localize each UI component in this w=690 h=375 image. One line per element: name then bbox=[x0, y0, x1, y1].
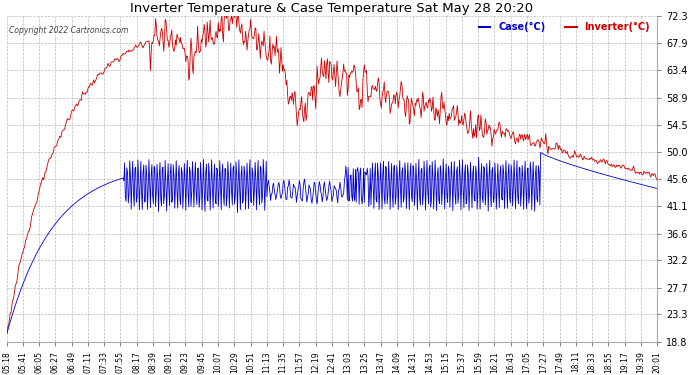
Text: Copyright 2022 Cartronics.com: Copyright 2022 Cartronics.com bbox=[8, 26, 128, 35]
Legend: Case(°C), Inverter(°C): Case(°C), Inverter(°C) bbox=[475, 18, 654, 36]
Title: Inverter Temperature & Case Temperature Sat May 28 20:20: Inverter Temperature & Case Temperature … bbox=[130, 2, 533, 15]
